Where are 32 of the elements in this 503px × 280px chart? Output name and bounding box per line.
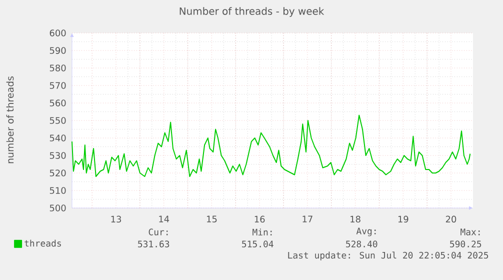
y-tick-label: 540	[50, 134, 66, 142]
x-tick-label: 16	[254, 216, 265, 223]
text: 531.63	[138, 240, 170, 248]
text: 528.40	[346, 240, 378, 248]
x-tick-label: 19	[398, 216, 408, 223]
text: Max:	[460, 228, 480, 236]
chart-title: Number of threads - by week	[180, 7, 324, 17]
text: 515.04	[242, 240, 274, 248]
x-tick-label: 18	[350, 216, 360, 223]
line-series	[72, 114, 471, 177]
y-tick-label: 580	[50, 64, 66, 72]
y-tick-label: 500	[50, 204, 66, 212]
y-tick-label: 520	[50, 170, 66, 176]
text: Cur:	[148, 228, 168, 236]
y-tick-label: 550	[50, 117, 66, 124]
y-tick-label: 600	[50, 30, 66, 36]
text: 590.25	[450, 240, 482, 248]
text: Min:	[252, 228, 272, 236]
y-axis-title: number of threads	[6, 76, 14, 164]
y-tick-label: 570	[50, 82, 66, 89]
x-tick-label: 13	[111, 216, 122, 223]
y-tick-label: 560	[50, 100, 66, 106]
y-tick-label: 530	[50, 152, 66, 159]
x-tick-label: 17	[302, 216, 312, 222]
text: Avg:	[356, 228, 376, 236]
y-tick-label: 590	[50, 47, 66, 54]
legend-label: threads	[24, 240, 61, 247]
x-tick-label: 14	[159, 216, 170, 222]
x-tick-label: 20	[446, 216, 456, 223]
text: Last update: Sun Jul 20 22:05:04 2025	[288, 252, 488, 260]
y-tick-label: 510	[50, 187, 66, 194]
x-tick-label: 15	[207, 216, 217, 222]
